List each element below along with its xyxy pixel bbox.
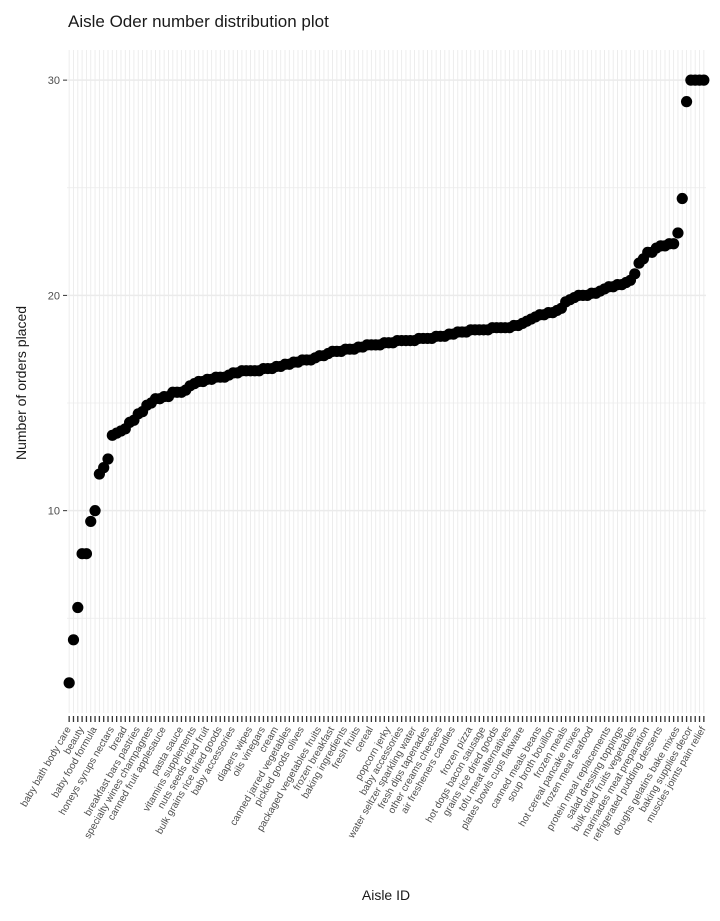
data-point bbox=[67, 634, 80, 646]
data-points bbox=[63, 74, 710, 689]
data-point bbox=[668, 238, 680, 250]
data-point bbox=[680, 96, 693, 108]
grid bbox=[67, 50, 706, 713]
data-point bbox=[698, 74, 710, 86]
data-point bbox=[672, 227, 684, 239]
data-point bbox=[85, 515, 97, 528]
data-point bbox=[72, 601, 84, 614]
y-tick-label: 30 bbox=[48, 75, 60, 87]
y-tick-label: 10 bbox=[48, 506, 60, 518]
y-tick-label: 20 bbox=[48, 290, 60, 302]
data-point bbox=[63, 677, 75, 689]
data-point bbox=[80, 548, 93, 560]
data-point bbox=[102, 453, 114, 465]
x-axis-title: Aisle ID bbox=[362, 887, 410, 903]
data-point bbox=[629, 268, 641, 280]
data-point bbox=[98, 462, 110, 474]
chart-title: Aisle Oder number distribution plot bbox=[68, 12, 329, 31]
y-axis-title: Number of orders placed bbox=[13, 306, 29, 460]
data-point bbox=[676, 192, 688, 205]
data-point bbox=[89, 505, 101, 517]
y-axis: 10 20 30 bbox=[48, 75, 67, 518]
